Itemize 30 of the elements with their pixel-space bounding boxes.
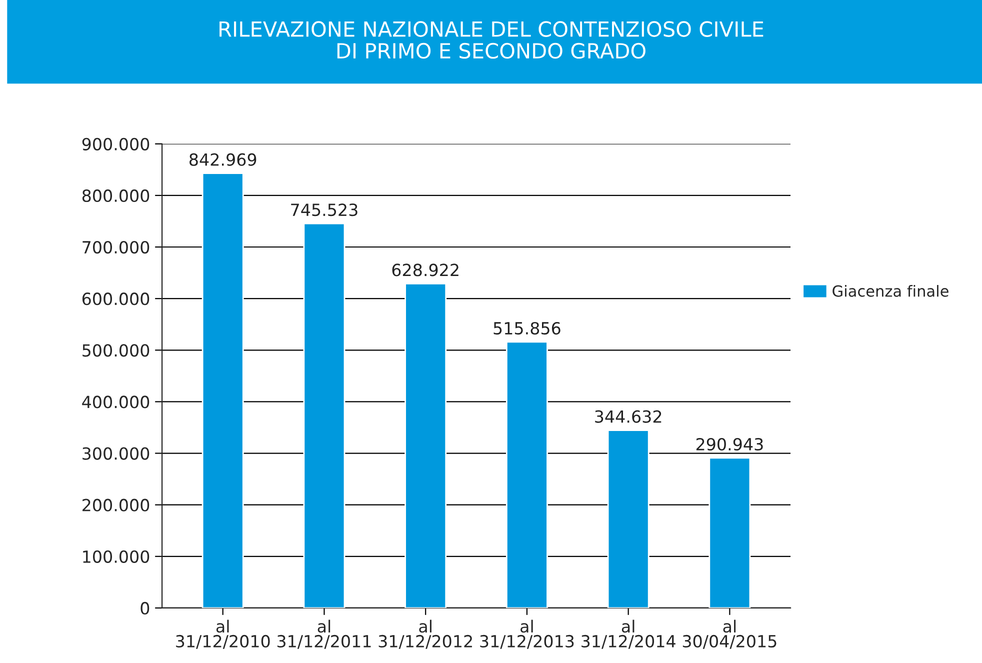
bar — [404, 282, 447, 608]
y-tick-label: 400.000 — [82, 396, 150, 408]
x-tick-label: al 31/12/2011 — [277, 620, 371, 649]
data-label: 290.943 — [696, 438, 763, 451]
x-tick-label: al 31/12/2010 — [176, 620, 270, 649]
chart-title: RILEVAZIONE NAZIONALE DEL CONTENZIOSO CIVILE DI PRIMO E SECONDO GRADO — [220, 21, 764, 59]
bar — [506, 341, 548, 608]
y-tick-label: 800.000 — [82, 189, 150, 202]
bar — [708, 457, 751, 608]
x-tick-label: al 31/12/2013 — [480, 620, 574, 649]
y-tick-label: 200.000 — [82, 498, 150, 512]
data-label: 515.856 — [494, 322, 560, 335]
data-label: 745.523 — [291, 204, 358, 216]
y-tick-label: 500.000 — [82, 344, 150, 357]
x-tick-label: al 31/12/2012 — [378, 620, 472, 649]
data-label: 344.632 — [595, 410, 662, 423]
y-tick-label: 100.000 — [83, 550, 150, 563]
bar — [202, 172, 244, 608]
y-tick-label: 300.000 — [82, 447, 150, 460]
bar — [607, 430, 650, 608]
data-label: 628.922 — [392, 264, 458, 276]
data-label: 842.969 — [190, 153, 256, 166]
bar — [303, 222, 346, 608]
y-tick-label: 700.000 — [82, 240, 150, 254]
x-tick-label: al 31/12/2014 — [582, 620, 676, 649]
y-tick-label: 900.000 — [82, 138, 150, 150]
y-tick-label: 600.000 — [82, 292, 150, 306]
y-tick-label: 0 — [140, 602, 150, 615]
legend-label: Giacenza finale — [832, 284, 948, 297]
x-tick-label: al 30/04/2015 — [682, 620, 776, 649]
